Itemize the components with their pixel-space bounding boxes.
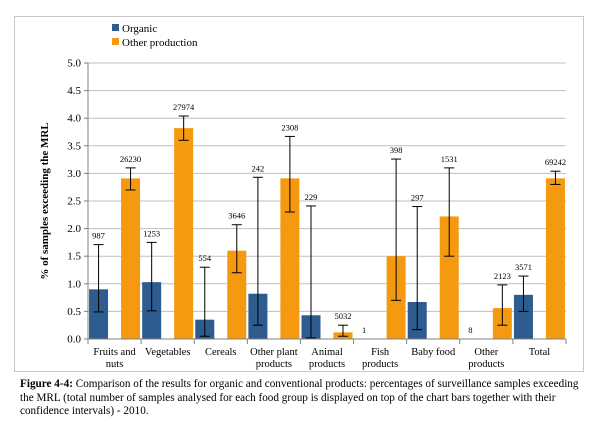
- caption-label: Figure 4-4:: [20, 378, 73, 390]
- x-category-label: Animal: [311, 347, 343, 358]
- sample-count-label: 297: [411, 193, 424, 203]
- x-category-label: Other: [474, 347, 498, 358]
- y-tick-label: 0.5: [67, 306, 81, 318]
- x-category-label: Baby food: [411, 347, 456, 358]
- y-tick-label: 4.0: [67, 113, 81, 125]
- sample-count-label: 2308: [281, 122, 298, 132]
- sample-count-label: 229: [305, 192, 318, 202]
- x-category-label: nuts: [106, 359, 124, 370]
- sample-count-label: 3646: [228, 211, 245, 221]
- y-tick-label: 3.0: [67, 168, 81, 180]
- x-category-label: Other plant: [250, 347, 298, 358]
- legend-label: Other production: [122, 37, 198, 49]
- sample-count-label: 1531: [441, 154, 458, 164]
- sample-count-label: 5032: [335, 311, 352, 321]
- x-category-label: products: [362, 359, 398, 370]
- y-tick-label: 2.5: [67, 196, 81, 208]
- bar-other-production[interactable]: [280, 178, 300, 339]
- y-tick-label: 5.0: [67, 58, 81, 70]
- x-category-label: products: [256, 359, 292, 370]
- bar-other-production[interactable]: [545, 178, 565, 339]
- y-tick-label: 2.0: [67, 223, 81, 235]
- y-axis-label: % of samples exceeding the MRL: [39, 122, 51, 279]
- bar-other-production[interactable]: [174, 128, 194, 339]
- sample-count-label: 27974: [173, 102, 195, 112]
- sample-count-label: 69242: [545, 157, 566, 167]
- sample-count-label: 554: [198, 253, 212, 263]
- sample-count-label: 1253: [143, 228, 160, 238]
- x-category-label: Fish: [371, 347, 390, 358]
- y-tick-label: 1.5: [67, 251, 81, 263]
- caption-text: Comparison of the results for organic an…: [20, 378, 579, 417]
- y-tick-label: 4.5: [67, 85, 81, 97]
- sample-count-label: 2123: [494, 271, 511, 281]
- bar-organic[interactable]: [89, 289, 109, 339]
- y-tick-label: 0.0: [67, 334, 81, 346]
- x-category-label: products: [468, 359, 504, 370]
- legend-swatch: [112, 38, 119, 45]
- figure-caption: Figure 4-4: Comparison of the results fo…: [20, 378, 590, 419]
- bar-other-production[interactable]: [121, 178, 141, 339]
- bar-other-production[interactable]: [439, 216, 459, 339]
- sample-count-label: 8: [468, 325, 472, 335]
- y-tick-label: 1.0: [67, 278, 81, 290]
- x-category-label: Total: [529, 347, 551, 358]
- bar-organic[interactable]: [513, 294, 533, 339]
- sample-count-label: 3571: [515, 262, 532, 272]
- sample-count-label: 398: [390, 145, 403, 155]
- x-category-label: Fruits and: [93, 347, 136, 358]
- x-category-label: Cereals: [205, 347, 237, 358]
- x-category-label: products: [309, 359, 345, 370]
- legend-swatch: [112, 24, 119, 31]
- sample-count-label: 242: [252, 163, 265, 173]
- chart-svg: 0.0 0.5 1.0 1.5 2.0 2.5 3.0 3.5 4.0 4.5 5.0 % of sa…: [39, 23, 567, 370]
- sample-count-label: 987: [92, 231, 105, 241]
- sample-count-label: 26230: [120, 154, 141, 164]
- sample-count-label: 1: [362, 325, 366, 335]
- y-tick-label: 3.5: [67, 140, 81, 152]
- x-category-label: Vegetables: [145, 347, 190, 358]
- legend-label: Organic: [122, 23, 157, 35]
